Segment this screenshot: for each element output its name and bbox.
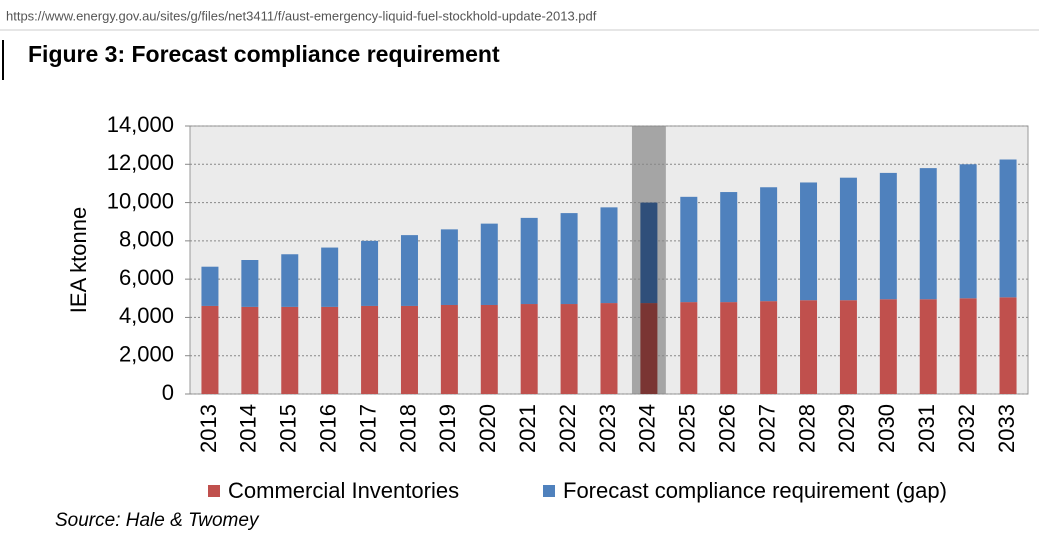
bar: [600, 303, 618, 394]
x-tick-label: 2018: [395, 404, 420, 453]
y-tick-label: 0: [162, 380, 174, 405]
x-tick-label: 2023: [595, 404, 620, 453]
y-tick-label: 4,000: [119, 303, 174, 328]
bar: [560, 304, 578, 394]
bar: [520, 304, 538, 394]
bar: [680, 196, 698, 303]
bar: [321, 306, 339, 394]
bar: [839, 300, 857, 394]
x-tick-label: 2013: [196, 404, 221, 453]
bar: [241, 260, 259, 307]
bar: [201, 305, 219, 394]
x-tick-label: 2016: [315, 404, 340, 453]
x-tick-label: 2030: [874, 404, 899, 453]
bar: [400, 305, 418, 394]
bar: [839, 177, 857, 301]
bar: [800, 300, 818, 394]
bar: [760, 301, 778, 394]
bar: [800, 182, 818, 301]
bar: [480, 304, 498, 394]
url[interactable]: https://www.energy.gov.au/sites/g/files/…: [6, 8, 597, 23]
x-tick-label: 2015: [276, 404, 301, 453]
bar: [361, 240, 379, 306]
bar: [520, 217, 538, 305]
x-tick-label: 2014: [236, 404, 261, 453]
bar: [440, 304, 458, 394]
bar: [640, 303, 658, 394]
legend-swatch: [543, 485, 555, 497]
bar: [919, 299, 937, 394]
bar: [720, 192, 738, 303]
bar: [321, 247, 339, 307]
legend-swatch: [208, 485, 220, 497]
bar: [281, 254, 299, 307]
x-tick-label: 2028: [794, 404, 819, 453]
source-note: Source: Hale & Twomey: [55, 510, 260, 531]
bar: [600, 207, 618, 304]
x-tick-label: 2020: [475, 404, 500, 453]
bar: [640, 202, 658, 304]
x-tick-label: 2021: [515, 404, 540, 453]
bar: [241, 306, 259, 394]
x-tick-label: 2024: [635, 404, 660, 453]
x-tick-label: 2029: [834, 404, 859, 453]
bar: [201, 266, 219, 306]
bar: [361, 305, 379, 394]
y-axis-label: IEA ktonne: [66, 207, 91, 313]
y-tick-label: 2,000: [119, 342, 174, 367]
x-tick-label: 2033: [994, 404, 1019, 453]
bar: [680, 302, 698, 394]
bar: [720, 302, 738, 394]
bar: [959, 164, 977, 299]
y-tick-label: 8,000: [119, 227, 174, 252]
bar: [560, 213, 578, 305]
bar: [400, 235, 418, 306]
bar: [760, 187, 778, 302]
bar: [879, 172, 897, 300]
bar: [440, 229, 458, 305]
bar: [281, 306, 299, 394]
address-bar[interactable]: [0, 0, 1039, 30]
bar: [919, 168, 937, 300]
y-tick-label: 14,000: [107, 112, 174, 137]
legend-label: Commercial Inventories: [228, 478, 459, 503]
bar: [480, 223, 498, 305]
bar: [879, 299, 897, 394]
x-tick-label: 2017: [355, 404, 380, 453]
x-tick-label: 2027: [754, 404, 779, 453]
chart-title: Figure 3: Forecast compliance requiremen…: [28, 41, 500, 67]
legend-label: Forecast compliance requirement (gap): [563, 478, 947, 503]
x-tick-label: 2019: [435, 404, 460, 453]
bar: [999, 297, 1017, 394]
x-tick-label: 2032: [954, 404, 979, 453]
x-tick-label: 2025: [675, 404, 700, 453]
x-tick-label: 2022: [555, 404, 580, 453]
bar: [959, 298, 977, 394]
y-tick-label: 12,000: [107, 150, 174, 175]
y-tick-label: 10,000: [107, 188, 174, 213]
bar: [999, 159, 1017, 298]
x-tick-label: 2026: [715, 404, 740, 453]
x-tick-label: 2031: [914, 404, 939, 453]
y-tick-label: 6,000: [119, 265, 174, 290]
